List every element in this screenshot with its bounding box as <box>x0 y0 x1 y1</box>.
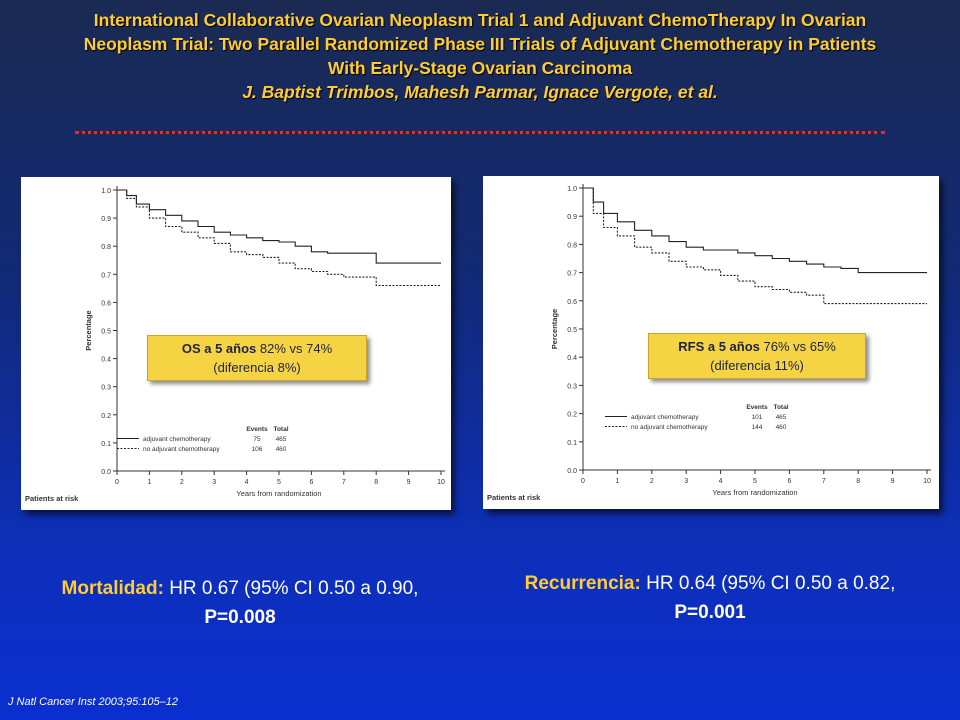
rfs-legend-label: adjuvant chemotherapy <box>631 414 699 421</box>
os-y-tick-label: 0.8 <box>101 244 111 251</box>
rfs-y-tick-label: 0.0 <box>567 468 577 475</box>
os-x-tick-label: 9 <box>407 479 411 486</box>
os-y-tick-label: 0.0 <box>101 469 111 476</box>
os-x-tick-label: 5 <box>277 479 281 486</box>
os-x-tick-label: 8 <box>374 479 378 486</box>
authors: J. Baptist Trimbos, Mahesh Parmar, Ignac… <box>242 82 718 102</box>
rfs-y-tick-label: 0.6 <box>567 299 577 306</box>
rfs-legend-header-events: Events <box>746 404 768 411</box>
recurrence-label: Recurrencia: <box>524 573 641 594</box>
os-legend-label: no adjuvant chemotherapy <box>143 446 220 453</box>
rfs-legend-total: 460 <box>776 424 787 431</box>
rfs-x-tick-label: 9 <box>891 478 895 485</box>
title-line-2: Neoplasm Trial: Two Parallel Randomized … <box>83 34 877 54</box>
rfs-x-tick-label: 2 <box>650 478 654 485</box>
title-divider <box>75 131 885 134</box>
os-callout: OS a 5 años 82% vs 74% (diferencia 8%) <box>147 335 367 381</box>
os-x-tick-label: 7 <box>342 479 346 486</box>
os-series-no-adjuvant <box>117 189 441 287</box>
os-x-tick-label: 6 <box>309 479 313 486</box>
title-line-1: International Collaborative Ovarian Neop… <box>93 10 867 30</box>
rfs-y-tick-label: 0.8 <box>567 242 577 249</box>
os-y-tick-label: 0.3 <box>101 385 111 392</box>
title-block: International Collaborative Ovarian Neop… <box>0 8 960 104</box>
rfs-kaplan-meier-chart: 0.0 0.1 0.2 0.3 0.4 0.5 0.6 0.7 0.8 0.9 1.0 0 1 2 3 4 5 6… <box>487 184 931 502</box>
mortality-label: Mortalidad: <box>61 578 164 599</box>
mortality-p-value: P=0.008 <box>204 607 276 628</box>
os-legend-header-total: Total <box>273 426 288 433</box>
os-callout-values: 82% vs 74% <box>259 341 333 356</box>
rfs-y-tick-label: 0.4 <box>567 355 577 362</box>
os-legend-label: adjuvant chemotherapy <box>143 436 211 443</box>
os-y-tick-label: 0.7 <box>101 272 111 279</box>
os-legend-events: 75 <box>253 436 261 443</box>
mortality-result: Mortalidad: HR 0.67 (95% CI 0.50 a 0.90,… <box>40 574 440 632</box>
os-legend-events: 106 <box>252 446 263 453</box>
os-legend-total: 465 <box>276 436 287 443</box>
rfs-x-axis-label: Years from randomization <box>712 488 797 497</box>
mortality-hr: HR 0.67 (95% CI 0.50 a 0.90, <box>169 578 419 599</box>
rfs-x-tick-label: 8 <box>856 478 860 485</box>
rfs-callout-metric: RFS a 5 años <box>678 339 760 354</box>
rfs-x-tick-label: 3 <box>684 478 688 485</box>
rfs-legend-label: no adjuvant chemotherapy <box>631 424 708 431</box>
rfs-y-tick-label: 0.1 <box>567 440 577 447</box>
os-x-tick-label: 1 <box>147 479 151 486</box>
os-y-tick-label: 0.9 <box>101 216 111 223</box>
os-x-tick-label: 0 <box>115 479 119 486</box>
rfs-x-tick-label: 4 <box>719 478 723 485</box>
os-callout-metric: OS a 5 años <box>181 341 257 356</box>
rfs-y-tick-label: 0.7 <box>567 271 577 278</box>
recurrence-p-value: P=0.001 <box>674 602 746 623</box>
os-risk-label: Patients at risk <box>25 494 79 503</box>
os-chart-panel: 0.0 0.1 0.2 0.3 0.4 0.5 0.6 0.7 0.8 0.9 1.0 0 1 2 3 4 5 6… <box>21 177 451 510</box>
rfs-y-tick-label: 0.9 <box>567 214 577 221</box>
os-y-tick-label: 0.4 <box>101 357 111 364</box>
rfs-x-tick-label: 0 <box>581 478 585 485</box>
os-y-tick-label: 0.1 <box>101 441 111 448</box>
rfs-y-tick-label: 0.2 <box>567 412 577 419</box>
rfs-x-tick-label: 6 <box>787 478 791 485</box>
rfs-legend-events: 144 <box>752 424 763 431</box>
citation: J Natl Cancer Inst 2003;95:105–12 <box>8 696 179 708</box>
rfs-callout-values: 76% vs 65% <box>763 339 836 354</box>
rfs-x-tick-label: 7 <box>822 478 826 485</box>
rfs-x-tick-label: 5 <box>753 478 757 485</box>
rfs-y-tick-label: 0.5 <box>567 327 577 334</box>
rfs-risk-label: Patients at risk <box>487 493 541 502</box>
rfs-legend-events: 101 <box>752 414 763 421</box>
os-x-tick-label: 3 <box>212 479 216 486</box>
rfs-legend-header-total: Total <box>773 404 788 411</box>
os-y-axis-label: Percentage <box>84 310 93 350</box>
rfs-legend-total: 465 <box>776 414 787 421</box>
rfs-callout-diff: (diferencia 11%) <box>710 358 804 373</box>
os-legend-header-events: Events <box>246 426 268 433</box>
rfs-series-no-adjuvant <box>583 187 927 305</box>
rfs-y-tick-label: 1.0 <box>567 186 577 193</box>
os-y-tick-label: 1.0 <box>101 188 111 195</box>
os-y-tick-label: 0.5 <box>101 329 111 336</box>
os-callout-diff: (diferencia 8%) <box>213 360 301 375</box>
recurrence-result: Recurrencia: HR 0.64 (95% CI 0.50 a 0.82… <box>510 569 910 627</box>
os-y-tick-label: 0.2 <box>101 413 111 420</box>
os-y-tick-label: 0.6 <box>101 300 111 307</box>
rfs-x-tick-label: 1 <box>615 478 619 485</box>
rfs-series-adjuvant <box>583 187 927 274</box>
rfs-chart-panel: 0.0 0.1 0.2 0.3 0.4 0.5 0.6 0.7 0.8 0.9 1.0 0 1 2 3 4 5 6… <box>483 176 939 509</box>
rfs-x-tick-label: 10 <box>923 478 931 485</box>
os-x-tick-label: 10 <box>437 479 445 486</box>
os-kaplan-meier-chart: 0.0 0.1 0.2 0.3 0.4 0.5 0.6 0.7 0.8 0.9 1.0 0 1 2 3 4 5 6… <box>25 186 445 503</box>
rfs-y-axis-label: Percentage <box>550 309 559 349</box>
rfs-callout: RFS a 5 años 76% vs 65% (diferencia 11%) <box>648 333 866 379</box>
os-x-tick-label: 4 <box>245 479 249 486</box>
os-legend-total: 460 <box>276 446 287 453</box>
title-line-3: With Early-Stage Ovarian Carcinoma <box>327 58 633 78</box>
rfs-y-tick-label: 0.3 <box>567 383 577 390</box>
os-x-tick-label: 2 <box>180 479 184 486</box>
recurrence-hr: HR 0.64 (95% CI 0.50 a 0.82, <box>646 573 896 594</box>
os-x-axis-label: Years from randomization <box>236 489 321 498</box>
